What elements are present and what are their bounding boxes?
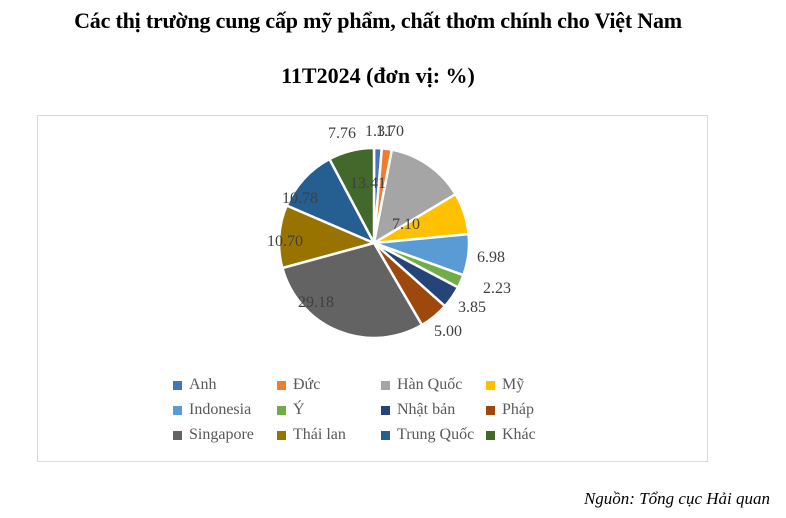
legend-label: Indonesia — [189, 401, 252, 418]
legend-swatch — [381, 430, 390, 440]
data-label: 10.70 — [267, 233, 303, 250]
legend-item-khac: Khác — [486, 426, 536, 444]
legend-label: Mỹ — [502, 376, 525, 393]
pie-slice-hàn-quốc — [372, 148, 458, 246]
legend-item-y: Ý — [277, 401, 305, 419]
data-label: 13.41 — [350, 175, 386, 192]
legend-label: Singapore — [189, 426, 254, 443]
pie-slice-singapore — [280, 241, 424, 340]
legend-item-phap: Pháp — [486, 401, 534, 419]
data-label: 6.98 — [477, 249, 505, 266]
legend-item-indonesia: Indonesia — [173, 401, 251, 419]
chart-title-line2: 11T2024 (đơn vị: %) — [281, 63, 475, 88]
data-label: 29.18 — [298, 294, 334, 311]
legend-label: Khác — [502, 426, 536, 443]
legend-label: Ý — [293, 401, 305, 418]
data-label: 5.00 — [434, 323, 462, 340]
legend-swatch — [486, 380, 495, 390]
legend-label: Trung Quốc — [397, 426, 475, 443]
legend-swatch — [277, 405, 286, 415]
legend-label: Anh — [189, 376, 217, 393]
data-label: 10.78 — [282, 190, 318, 207]
legend-label: Hàn Quốc — [397, 376, 463, 393]
legend-item-anh: Anh — [173, 376, 217, 394]
pie-chart: 1.311.70 13.41 7.10 6.98 2.23 3.85 5.00 29.18 10… — [267, 123, 511, 340]
legend-swatch — [381, 405, 390, 415]
legend-item-duc: Đức — [277, 376, 320, 394]
legend-item-singapore: Singapore — [173, 426, 254, 444]
legend-item-trung-quoc: Trung Quốc — [381, 426, 474, 444]
data-label: 3.85 — [458, 299, 486, 316]
data-label: 1.70 — [376, 123, 404, 140]
legend-item-my: Mỹ — [486, 376, 524, 394]
legend-label: Pháp — [502, 401, 534, 418]
legend-swatch — [277, 430, 286, 440]
chart-area: 1.31 1.70 13.41 7.10 6.98 2.23 3.85 5.00 29.18 10… — [37, 115, 708, 462]
chart-title-line1: Các thị trường cung cấp mỹ phẩm, chất th… — [74, 8, 682, 33]
legend-item-nhat-ban: Nhật bản — [381, 401, 455, 419]
legend-swatch — [381, 380, 390, 390]
legend-swatch — [173, 430, 182, 440]
legend-swatch — [173, 405, 182, 415]
data-label: 7.76 — [328, 125, 356, 142]
legend-item-thai-lan: Thái lan — [277, 426, 346, 444]
legend-item-han-quoc: Hàn Quốc — [381, 376, 462, 394]
pie-slice-khác — [327, 146, 376, 244]
data-label: 1.31 — [365, 123, 393, 140]
data-label: 2.23 — [483, 280, 511, 297]
data-label: 7.10 — [392, 216, 420, 233]
legend-swatch — [173, 380, 182, 390]
legend-label: Thái lan — [293, 426, 346, 443]
legend-label: Nhật bản — [397, 401, 456, 418]
legend-swatch — [486, 405, 495, 415]
legend-label: Đức — [293, 376, 321, 393]
source-note: Nguồn: Tổng cục Hải quan — [583, 489, 770, 508]
legend-swatch — [277, 380, 286, 390]
legend-swatch — [486, 430, 495, 440]
